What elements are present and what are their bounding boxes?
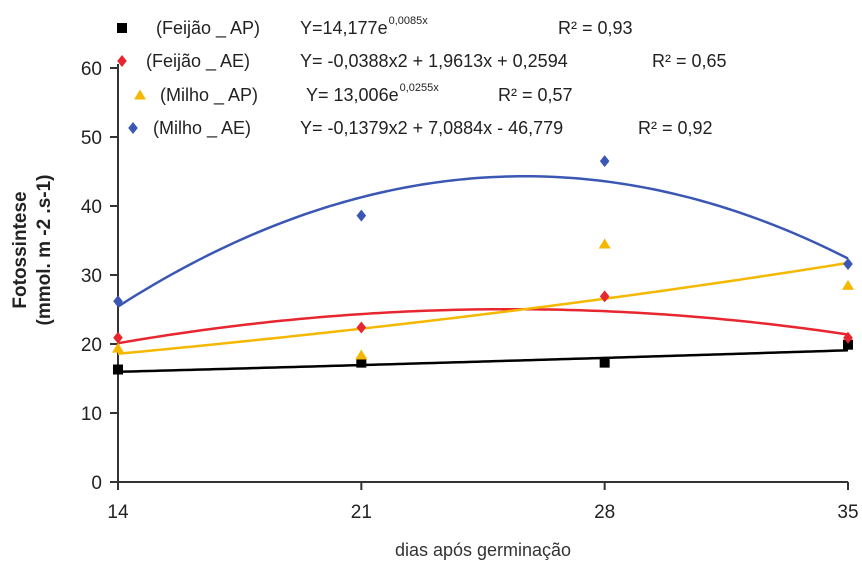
y-tick-label: 10 <box>81 404 102 425</box>
y-tick-label: 40 <box>81 197 102 218</box>
trend-line-3 <box>117 174 849 308</box>
legend-marker-0 <box>117 23 127 33</box>
legend-label-0: (Feijão _ AP) <box>156 18 260 39</box>
legend-equation-0: Y=14,177e <box>300 18 388 38</box>
x-tick-label: 35 <box>837 502 858 523</box>
trend-line-0 <box>117 349 849 374</box>
data-point-s2-1 <box>355 349 368 360</box>
legend-exponent-2: 0,0255x <box>400 82 440 94</box>
y-tick-label: 20 <box>81 335 102 356</box>
data-point-s3-2 <box>599 155 610 168</box>
y-tick-label: 30 <box>81 266 102 287</box>
legend-equation-3: Y= -0,1379x2 + 7,0884x - 46,779 <box>300 118 563 138</box>
legend-label-3: (Milho _ AE) <box>153 118 251 139</box>
legend-equation-1: Y= -0,0388x2 + 1,9613x + 0,2594 <box>300 51 568 71</box>
data-point-s0-1 <box>356 357 367 368</box>
data-point-s1-3 <box>843 331 853 344</box>
data-point-s2-0 <box>112 342 124 353</box>
data-point-s3-0 <box>113 295 123 308</box>
legend-marker-1 <box>117 55 127 67</box>
data-point-s0-3 <box>843 339 853 350</box>
legend-r2-0: R² = 0,93 <box>558 18 633 38</box>
x-tick-label: 21 <box>351 502 372 523</box>
data-point-s1-0 <box>113 331 123 344</box>
legend-exponent-0: 0,0085x <box>389 15 429 27</box>
trend-line-2 <box>117 261 849 356</box>
trend-line-1 <box>117 307 849 345</box>
legend-label-1: (Feijão _ AE) <box>146 51 250 72</box>
data-point-s1-1 <box>356 321 367 334</box>
x-axis-label: dias após germinação <box>395 540 571 560</box>
legend-equation-2: Y= 13,006e <box>306 85 399 105</box>
y-axis-label-line1: Fotossintese <box>10 191 31 308</box>
y-tick-label: 0 <box>91 473 102 494</box>
data-point-s1-2 <box>599 290 610 303</box>
legend-marker-2 <box>134 89 146 100</box>
legend-r2-3: R² = 0,92 <box>638 118 713 138</box>
data-point-s2-3 <box>842 279 854 290</box>
x-tick-label: 28 <box>594 502 615 523</box>
legend-r2-1: R² = 0,65 <box>652 51 727 71</box>
x-tick-label: 14 <box>107 502 129 523</box>
data-point-s3-3 <box>843 257 853 270</box>
data-point-s0-0 <box>113 364 123 375</box>
legend-marker-3 <box>128 122 138 134</box>
y-axis-label-line2: (mmol. m -2 .s-1) <box>34 175 55 326</box>
y-tick-label: 50 <box>81 128 102 149</box>
legend-label-2: (Milho _ AP) <box>160 85 258 106</box>
data-point-s3-1 <box>356 209 367 222</box>
legend-r2-2: R² = 0,57 <box>498 85 573 105</box>
y-tick-label: 60 <box>81 59 102 80</box>
data-point-s0-2 <box>599 357 610 368</box>
data-point-s2-2 <box>598 238 611 249</box>
